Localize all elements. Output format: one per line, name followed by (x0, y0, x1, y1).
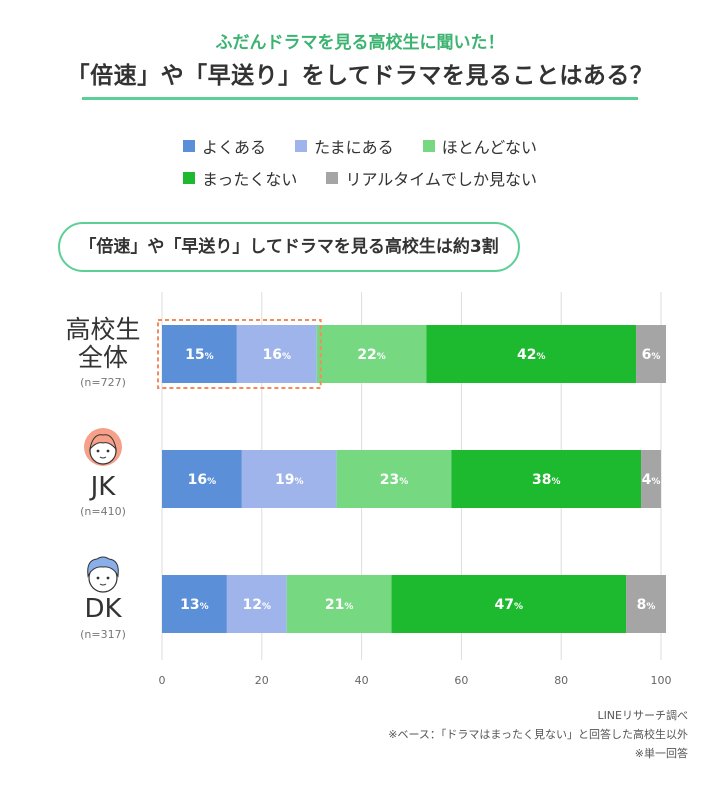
legend-label-sometimes: たまにある (314, 138, 394, 157)
data-label-0-2: 22% (357, 347, 386, 363)
bar-segment-1-4 (641, 450, 661, 508)
boy-face-icon (87, 556, 119, 593)
bar-segment-2-2 (286, 575, 392, 633)
footnote-single: ※単一回答 (634, 747, 688, 760)
legend-item-often: よくある (183, 134, 266, 158)
row-label-line-1-0: JK (90, 472, 116, 502)
x-tick-label-40: 40 (355, 674, 369, 687)
data-label-2-3: 47% (495, 597, 524, 613)
row-n-1: (n=410) (80, 505, 126, 518)
callout-bubble: 「倍速」や「早送り」してドラマを見る高校生は約3割 (58, 222, 520, 272)
x-tick-label-0: 0 (159, 674, 166, 687)
chart-title: 「倍速」や「早送り」をしてドラマを見ることはある？ (66, 63, 654, 89)
row-label-2: DK (48, 594, 158, 624)
legend-swatch-never (183, 172, 195, 184)
girl-face-icon (84, 428, 122, 466)
data-label-1-3: 38% (532, 472, 561, 488)
chart-subtitle: ふだんドラマを見る高校生に聞いた！ (215, 33, 505, 53)
row-n-0: (n=727) (80, 376, 126, 389)
data-label-1-4: 4% (642, 472, 661, 488)
bar-segment-1-0 (162, 450, 242, 508)
title-underline (82, 97, 638, 100)
data-label-1-1: 19% (275, 472, 304, 488)
legend-item-sometimes: たまにある (295, 134, 394, 158)
bar-segment-2-1 (226, 575, 287, 633)
row-label-line-2-0: DK (84, 594, 122, 624)
legend-label-never: まったくない (202, 170, 298, 189)
legend-swatch-realtime (326, 172, 339, 184)
legend-swatch-sometimes (295, 140, 308, 152)
row-label-0: 高校生 全体 (48, 316, 158, 372)
data-label-2-1: 12% (243, 597, 272, 613)
legend-item-realtime: リアルタイムでしか見ない (326, 166, 537, 190)
data-label-0-0: 15% (185, 347, 214, 363)
legend-label-realtime: リアルタイムでしか見ない (345, 170, 537, 189)
data-label-1-2: 23% (380, 472, 409, 488)
bar-segment-2-3 (391, 575, 627, 633)
data-label-2-4: 8% (637, 597, 656, 613)
bar-segment-1-1 (241, 450, 337, 508)
legend-item-rarely: ほとんどない (422, 134, 537, 158)
data-label-1-0: 16% (188, 472, 217, 488)
legend-label-rarely: ほとんどない (441, 138, 537, 157)
data-label-2-2: 21% (325, 597, 354, 613)
legend-swatch-rarely (422, 140, 435, 152)
data-label-2-0: 13% (180, 597, 209, 613)
x-tick-label-20: 20 (255, 674, 269, 687)
bar-segment-0-4 (636, 325, 666, 383)
bar-segment-0-0 (162, 325, 237, 383)
highlight-frame (157, 319, 322, 389)
legend-item-never: まったくない (183, 166, 297, 190)
bar-segment-0-3 (426, 325, 637, 383)
footnote-source: LINEリサーチ調べ (597, 709, 688, 722)
bar-segment-1-3 (451, 450, 642, 508)
row-n-2: (n=317) (80, 628, 126, 641)
x-tick-label-80: 80 (554, 674, 568, 687)
bar-segment-2-4 (626, 575, 666, 633)
bar-segment-0-2 (316, 325, 427, 383)
bar-segment-0-1 (236, 325, 317, 383)
bar-segment-2-0 (162, 575, 227, 633)
row-label-line-0-1: 全体 (77, 343, 128, 372)
legend-row-1: よくある たまにある ほとんどない (0, 134, 720, 158)
row-label-line-0-0: 高校生 (65, 315, 141, 344)
legend-swatch-often (183, 140, 196, 152)
data-label-0-4: 6% (642, 347, 661, 363)
data-label-0-1: 16% (263, 347, 292, 363)
x-tick-label-100: 100 (651, 674, 672, 687)
footnote-base: ※ベース：「ドラマはまったく見ない」と回答した高校生以外 (388, 728, 688, 741)
data-label-0-3: 42% (517, 347, 546, 363)
legend-label-often: よくある (202, 138, 267, 157)
legend-row-2: まったくない リアルタイムでしか見ない (0, 166, 720, 190)
row-label-1: JK (48, 472, 158, 502)
bar-segment-1-2 (336, 450, 452, 508)
x-tick-label-60: 60 (454, 674, 468, 687)
